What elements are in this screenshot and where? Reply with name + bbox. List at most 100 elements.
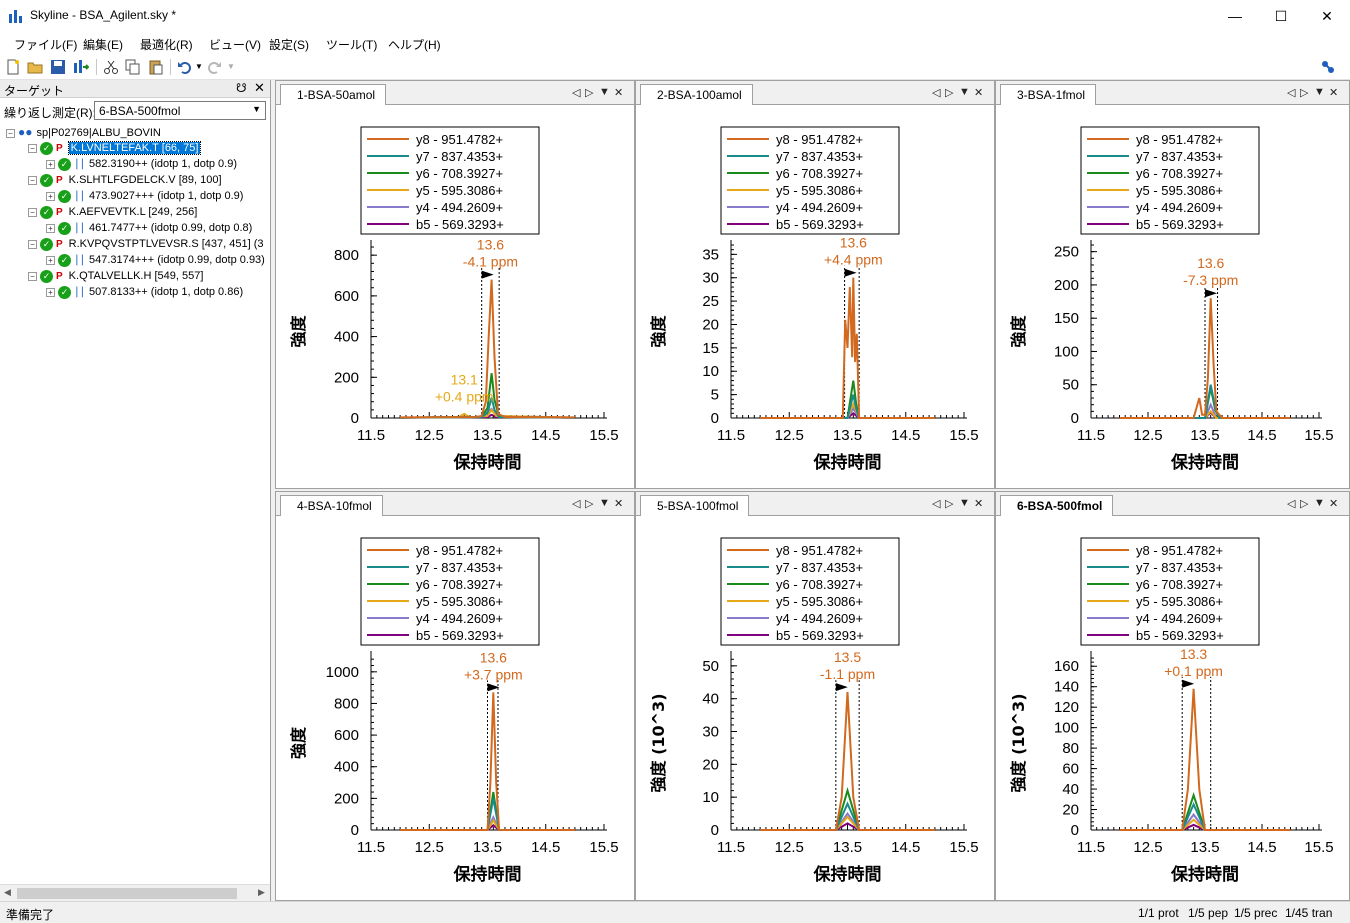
paste-icon[interactable] [148,59,164,75]
chromatogram-chart[interactable]: y8 - 951.4782+ y7 - 837.4353+ y6 - 708.392… [276,516,634,900]
tab-close-icon[interactable]: ✕ [1329,498,1339,510]
tab-close-icon[interactable]: ✕ [614,87,624,99]
chromatogram-tab-active[interactable]: 6-BSA-500fmol [1000,495,1114,516]
tab-prev-icon[interactable]: ◁ [1287,87,1296,99]
expand-icon[interactable]: + [46,159,55,169]
chromatogram-tab[interactable]: 4-BSA-10fmol [280,495,383,516]
tab-next-icon[interactable]: ▷ [585,498,594,510]
chromatogram-pane: 1-BSA-50amol ◁ ▷ ▼ ✕ y8 - 951.4782+ y7 - … [275,80,635,489]
expand-icon[interactable]: + [46,255,55,265]
menu-help[interactable]: ヘルプ(H) [388,38,441,52]
minimize-button[interactable]: — [1228,8,1242,24]
peptide-node[interactable]: − ✓ P K.LVNELTEFAK.T [66, 75] [28,140,202,156]
expand-icon[interactable]: + [46,287,55,297]
close-button[interactable]: ✕ [1321,7,1333,24]
collapse-icon[interactable]: − [28,239,37,249]
precursor-node[interactable]: + ✓ ∣∣ 473.9027+++ (idotp 1, dotp 0.9) [46,188,243,204]
scrollbar-thumb[interactable] [17,888,237,899]
redo-icon[interactable] [206,59,222,75]
pin-icon[interactable]: ☋ [236,81,247,95]
collapse-icon[interactable]: − [28,207,37,217]
menu-view[interactable]: ビュー(V) [209,38,261,52]
precursor-node[interactable]: + ✓ ∣∣ 547.3174+++ (idotp 0.99, dotp 0.93) [46,252,270,268]
tab-next-icon[interactable]: ▷ [945,498,954,510]
save-icon[interactable] [50,59,66,75]
y-tick-label: 30 [702,724,719,741]
precursor-node[interactable]: + ✓ ∣∣ 461.7477++ (idotp 0.99, dotp 0.8) [46,220,252,236]
status-molecule-icon[interactable] [1320,59,1336,75]
chromatogram-chart[interactable]: y8 - 951.4782+ y7 - 837.4353+ y6 - 708.392… [636,105,994,488]
chromatogram-tab[interactable]: 2-BSA-100amol [640,84,753,105]
chromatogram-chart[interactable]: y8 - 951.4782+ y7 - 837.4353+ y6 - 708.392… [636,516,994,900]
tab-close-icon[interactable]: ✕ [974,87,984,99]
menu-refine[interactable]: 最適化(R) [140,38,193,52]
tab-menu-icon[interactable]: ▼ [1314,497,1325,509]
tab-prev-icon[interactable]: ◁ [932,87,941,99]
menu-file[interactable]: ファイル(F) [14,38,78,52]
tab-next-icon[interactable]: ▷ [945,87,954,99]
peptide-node[interactable]: − ✓ P K.SLHTLFGDELCK.V [89, 100] [28,172,222,188]
panel-close-icon[interactable]: ✕ [254,80,265,95]
scroll-right-icon[interactable]: ▶ [258,887,265,897]
open-folder-icon[interactable] [27,59,43,75]
tab-next-icon[interactable]: ▷ [1300,498,1309,510]
tab-menu-icon[interactable]: ▼ [959,86,970,98]
tab-prev-icon[interactable]: ◁ [932,498,941,510]
chromatogram-chart[interactable]: y8 - 951.4782+ y7 - 837.4353+ y6 - 708.392… [276,105,634,488]
collapse-icon[interactable]: − [28,175,37,185]
chromatogram-tab[interactable]: 5-BSA-100fmol [640,495,750,516]
tab-prev-icon[interactable]: ◁ [572,87,581,99]
checkmark-icon: ✓ [40,205,53,219]
tab-menu-icon[interactable]: ▼ [1314,86,1325,98]
tab-close-icon[interactable]: ✕ [614,498,624,510]
protein-node[interactable]: − ●● sp|P02769|ALBU_BOVIN [6,124,161,140]
replicate-dropdown[interactable]: 6-BSA-500fmol ▼ [94,101,266,120]
chromatogram-chart[interactable]: y8 - 951.4782+ y7 - 837.4353+ y6 - 708.392… [996,105,1349,488]
replicate-value: 6-BSA-500fmol [99,104,181,118]
peptide-node[interactable]: − ✓ P R.KVPQVSTPTLVEVSR.S [437, 451] (3 [28,236,270,252]
tab-prev-icon[interactable]: ◁ [572,498,581,510]
tab-next-icon[interactable]: ▷ [1300,87,1309,99]
y-tick-label: 250 [1054,244,1079,261]
peptide-node[interactable]: − ✓ P K.QTALVELLK.H [549, 557] [28,268,203,284]
tab-menu-icon[interactable]: ▼ [959,497,970,509]
collapse-icon[interactable]: − [6,128,15,138]
maximize-button[interactable]: ☐ [1274,7,1288,24]
precursor-node[interactable]: + ✓ ∣∣ 507.8133++ (idotp 1, dotp 0.86) [46,284,243,300]
y-tick-label: 10 [702,789,719,806]
x-tick-label: 13.5 [473,427,502,444]
collapse-icon[interactable]: − [28,143,37,153]
menu-tools[interactable]: ツール(T) [326,38,378,52]
horizontal-scrollbar[interactable]: ◀ ▶ [0,884,270,901]
scroll-left-icon[interactable]: ◀ [4,887,11,897]
expand-icon[interactable]: + [46,191,55,201]
menu-edit[interactable]: 編集(E) [83,38,123,52]
tab-prev-icon[interactable]: ◁ [1287,498,1296,510]
tab-menu-icon[interactable]: ▼ [599,497,610,509]
copy-icon[interactable] [125,59,141,75]
chromatogram-chart[interactable]: y8 - 951.4782+ y7 - 837.4353+ y6 - 708.392… [996,516,1349,900]
new-file-icon[interactable] [5,59,21,75]
collapse-icon[interactable]: − [28,271,37,281]
legend-label: y6 - 708.3927+ [1136,166,1223,181]
chromatogram-tab[interactable]: 3-BSA-1fmol [1000,84,1097,105]
peptide-node[interactable]: − ✓ P K.AEFVEVTK.L [249, 256] [28,204,197,220]
tab-next-icon[interactable]: ▷ [585,87,594,99]
undo-icon[interactable] [177,59,193,75]
peak-marker-icon [1205,289,1217,298]
expand-icon[interactable]: + [46,223,55,233]
chromatogram-tab[interactable]: 1-BSA-50amol [280,84,387,105]
chart-legend: y8 - 951.4782+ y7 - 837.4353+ y6 - 708.392… [720,537,900,646]
peak-ppm-label: +0.1 ppm [1164,663,1223,679]
import-icon[interactable] [73,59,89,75]
tab-close-icon[interactable]: ✕ [974,498,984,510]
legend-label: b5 - 569.3293+ [776,628,864,643]
tab-menu-icon[interactable]: ▼ [599,86,610,98]
menu-settings[interactable]: 設定(S) [269,38,309,52]
y-tick-label: 50 [1062,377,1079,394]
tab-close-icon[interactable]: ✕ [1329,87,1339,99]
undo-dropdown-icon[interactable]: ▼ [195,62,203,71]
precursor-node[interactable]: + ✓ ∣∣ 582.3190++ (idotp 1, dotp 0.9) [46,156,237,172]
cut-icon[interactable] [103,59,119,75]
y-tick-label: 0 [1071,410,1079,427]
